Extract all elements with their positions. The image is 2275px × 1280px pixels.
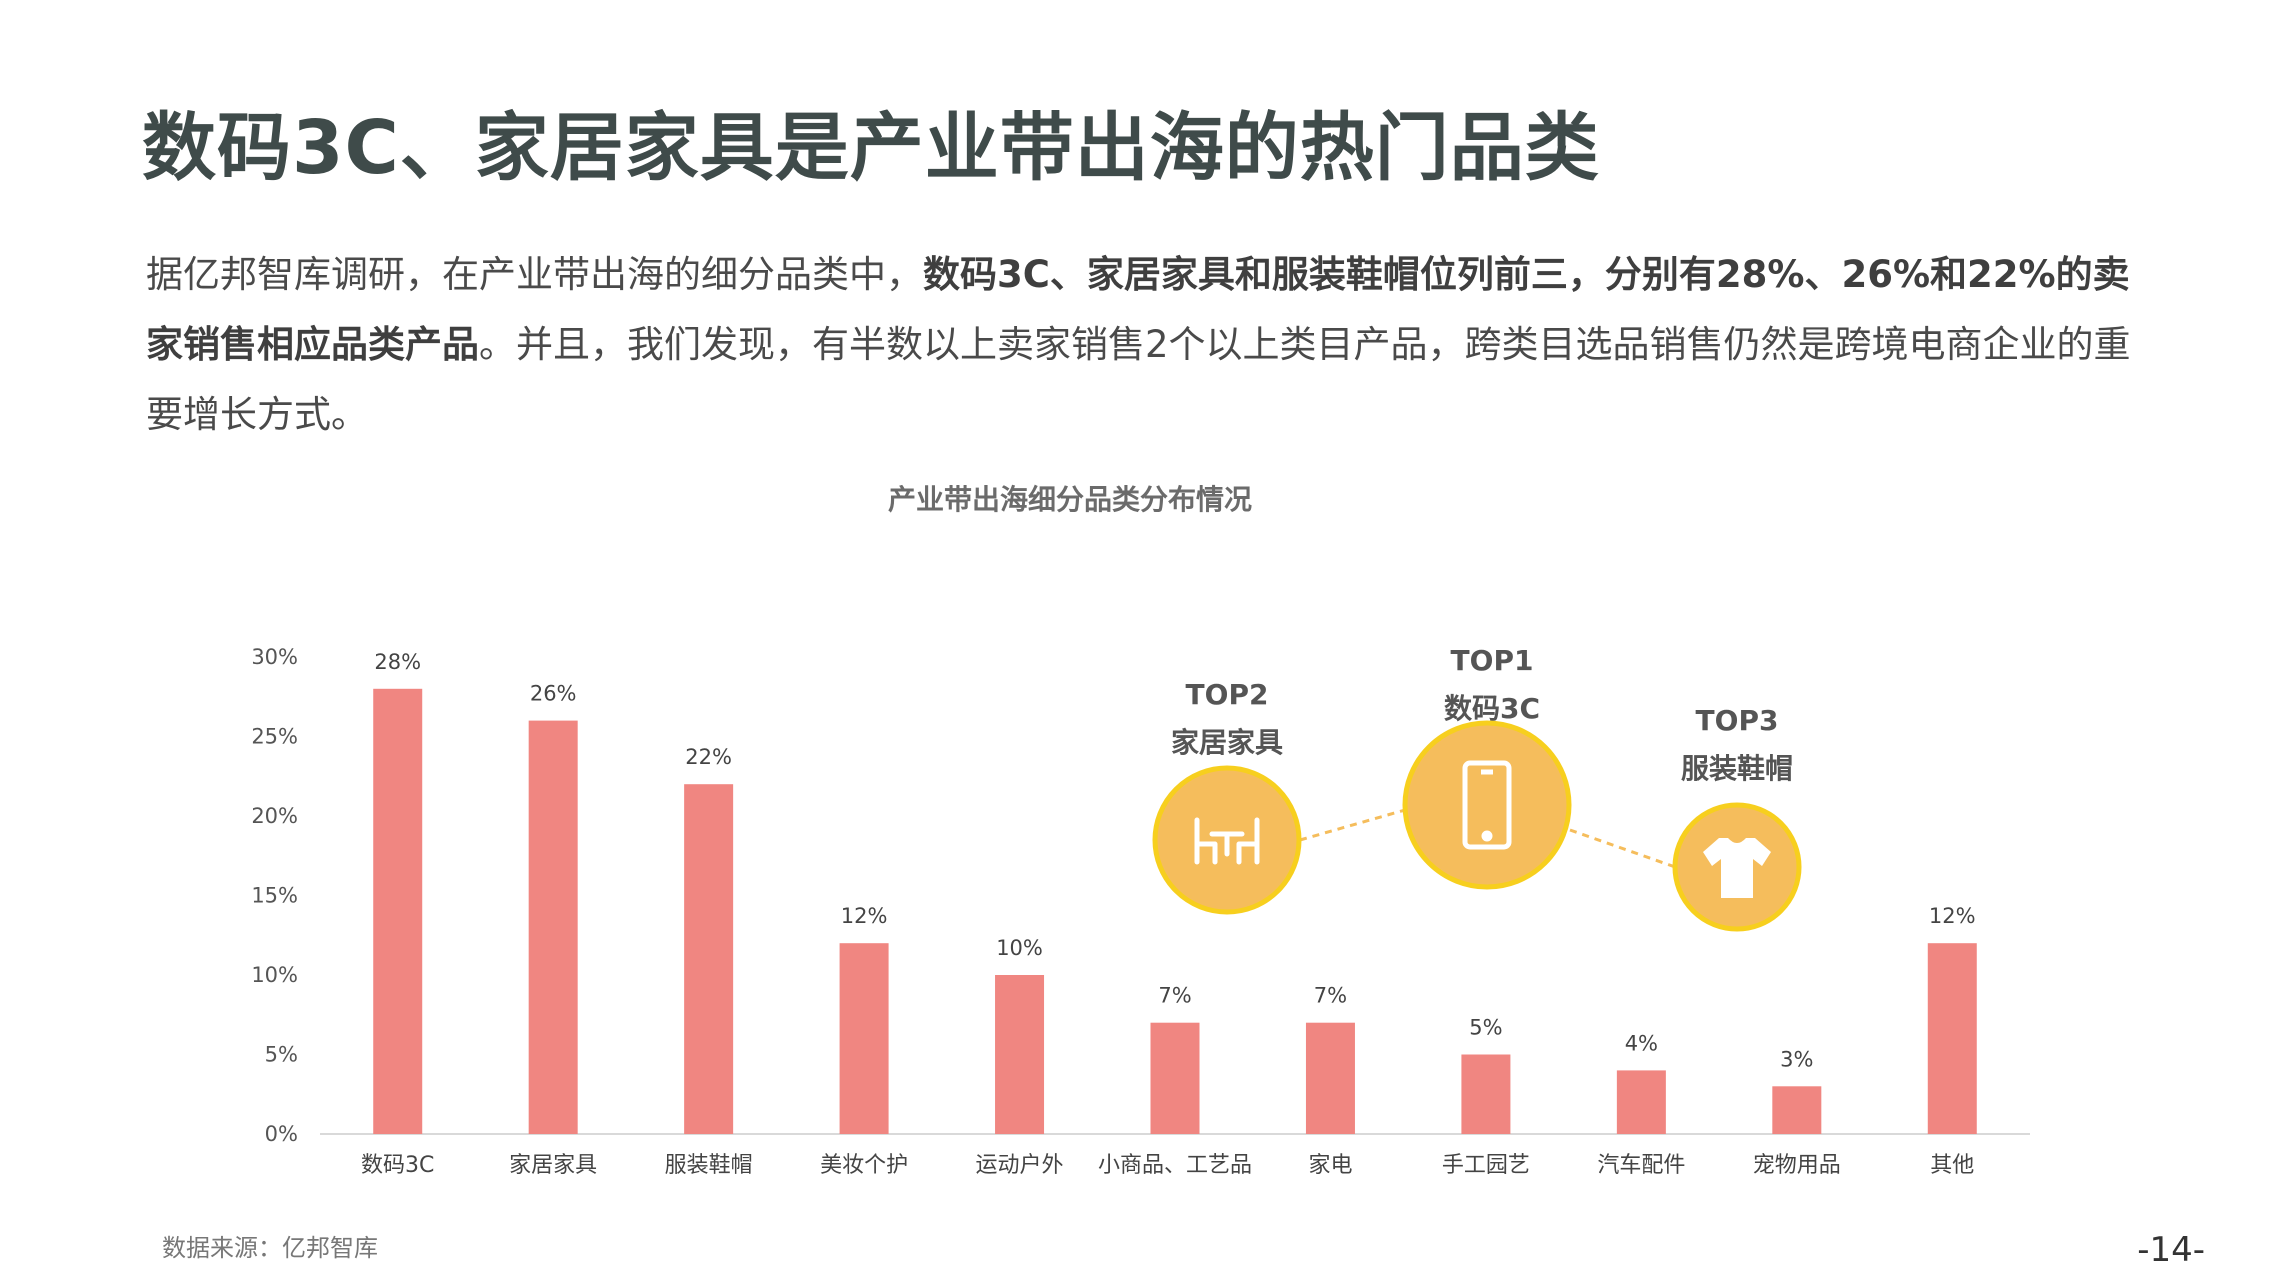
category-label: 汽车配件 — [1597, 1153, 1685, 1178]
top3-name: 服装鞋帽 — [1681, 752, 1793, 785]
dining-table-icon — [1194, 817, 1260, 865]
y-tick-label: 20% — [251, 804, 298, 828]
bar — [684, 784, 734, 1134]
bar — [995, 975, 1045, 1134]
bar — [1616, 1070, 1666, 1134]
bars-layer: 28% 数码3C 26% 家居家具 22% 服装鞋帽 12% 美妆个护 10% 运动户外 7% 小商品… — [361, 650, 1977, 1178]
data-label: 12% — [841, 904, 888, 928]
category-label: 手工园艺 — [1442, 1153, 1530, 1178]
top2-name: 家居家具 — [1171, 726, 1283, 759]
smartphone-icon — [1462, 760, 1512, 850]
top1-circle — [1402, 720, 1572, 890]
paragraph-text-1: 据亿邦智库调研，在产业带出海的细分品类中， — [146, 253, 923, 296]
data-source: 数据来源：亿邦智库 — [162, 1234, 378, 1262]
bar — [1927, 943, 1977, 1134]
bar — [1772, 1086, 1822, 1134]
bar — [839, 943, 889, 1134]
connector-line-left — [1299, 806, 1413, 842]
category-label: 宠物用品 — [1753, 1153, 1841, 1178]
bar — [1305, 1022, 1355, 1134]
page-title: 数码3C、家居家具是产业带出海的热门品类 — [142, 105, 1600, 191]
paragraph-text-2: 。并且，我们发现，有半数以上卖家销售2个以上类目产品，跨类目选品销售仍然是跨境电… — [146, 323, 2131, 436]
y-tick-label: 25% — [251, 725, 298, 749]
y-tick-label: 30% — [251, 645, 298, 669]
data-label: 5% — [1469, 1016, 1502, 1040]
data-label: 10% — [996, 936, 1043, 960]
category-label: 运动户外 — [976, 1153, 1064, 1178]
top3-callout: TOP3 服装鞋帽 — [1672, 704, 1802, 932]
data-label: 3% — [1780, 1047, 1813, 1071]
connector-line-right — [1569, 828, 1679, 870]
top1-rank: TOP1 — [1451, 644, 1534, 677]
category-label: 家电 — [1308, 1153, 1352, 1178]
top3-rank: TOP3 — [1696, 704, 1779, 737]
category-label: 数码3C — [361, 1153, 434, 1178]
y-tick-label: 5% — [265, 1043, 298, 1067]
data-label: 12% — [1929, 904, 1976, 928]
data-label: 22% — [685, 745, 732, 769]
category-label: 美妆个护 — [820, 1153, 908, 1178]
category-label: 服装鞋帽 — [665, 1153, 753, 1178]
y-tick-label: 10% — [251, 963, 298, 987]
data-label: 26% — [530, 682, 577, 706]
data-label: 7% — [1314, 984, 1347, 1008]
bar — [528, 720, 578, 1134]
intro-paragraph: 据亿邦智库调研，在产业带出海的细分品类中，数码3C、家居家具和服装鞋帽位列前三，… — [146, 240, 2146, 450]
data-label: 7% — [1158, 984, 1191, 1008]
bar — [1150, 1022, 1200, 1134]
bar — [1461, 1054, 1511, 1134]
tshirt-icon — [1703, 838, 1771, 898]
top1-name: 数码3C — [1444, 692, 1540, 725]
data-label: 28% — [374, 650, 421, 674]
category-label: 家居家具 — [509, 1153, 597, 1178]
top2-rank: TOP2 — [1186, 678, 1269, 711]
y-tick-label: 0% — [265, 1122, 298, 1146]
top-callouts: TOP2 家居家具 TOP1 数码3C T — [1152, 644, 1802, 932]
top1-callout: TOP1 数码3C — [1402, 644, 1572, 890]
paragraph-highlight: 数码3C、家居家具和服装鞋帽位列前三，分别有28%、26%和22%的卖家销售相应… — [146, 253, 2130, 366]
y-tick-label: 15% — [251, 884, 298, 908]
page-number: -14- — [2137, 1230, 2205, 1270]
top2-callout: TOP2 家居家具 — [1152, 678, 1302, 915]
data-label: 4% — [1625, 1031, 1658, 1055]
category-label: 其他 — [1930, 1153, 1974, 1178]
chart-title: 产业带出海细分品类分布情况 — [887, 483, 1252, 516]
category-label: 小商品、工艺品 — [1098, 1153, 1252, 1178]
bar — [373, 688, 423, 1134]
